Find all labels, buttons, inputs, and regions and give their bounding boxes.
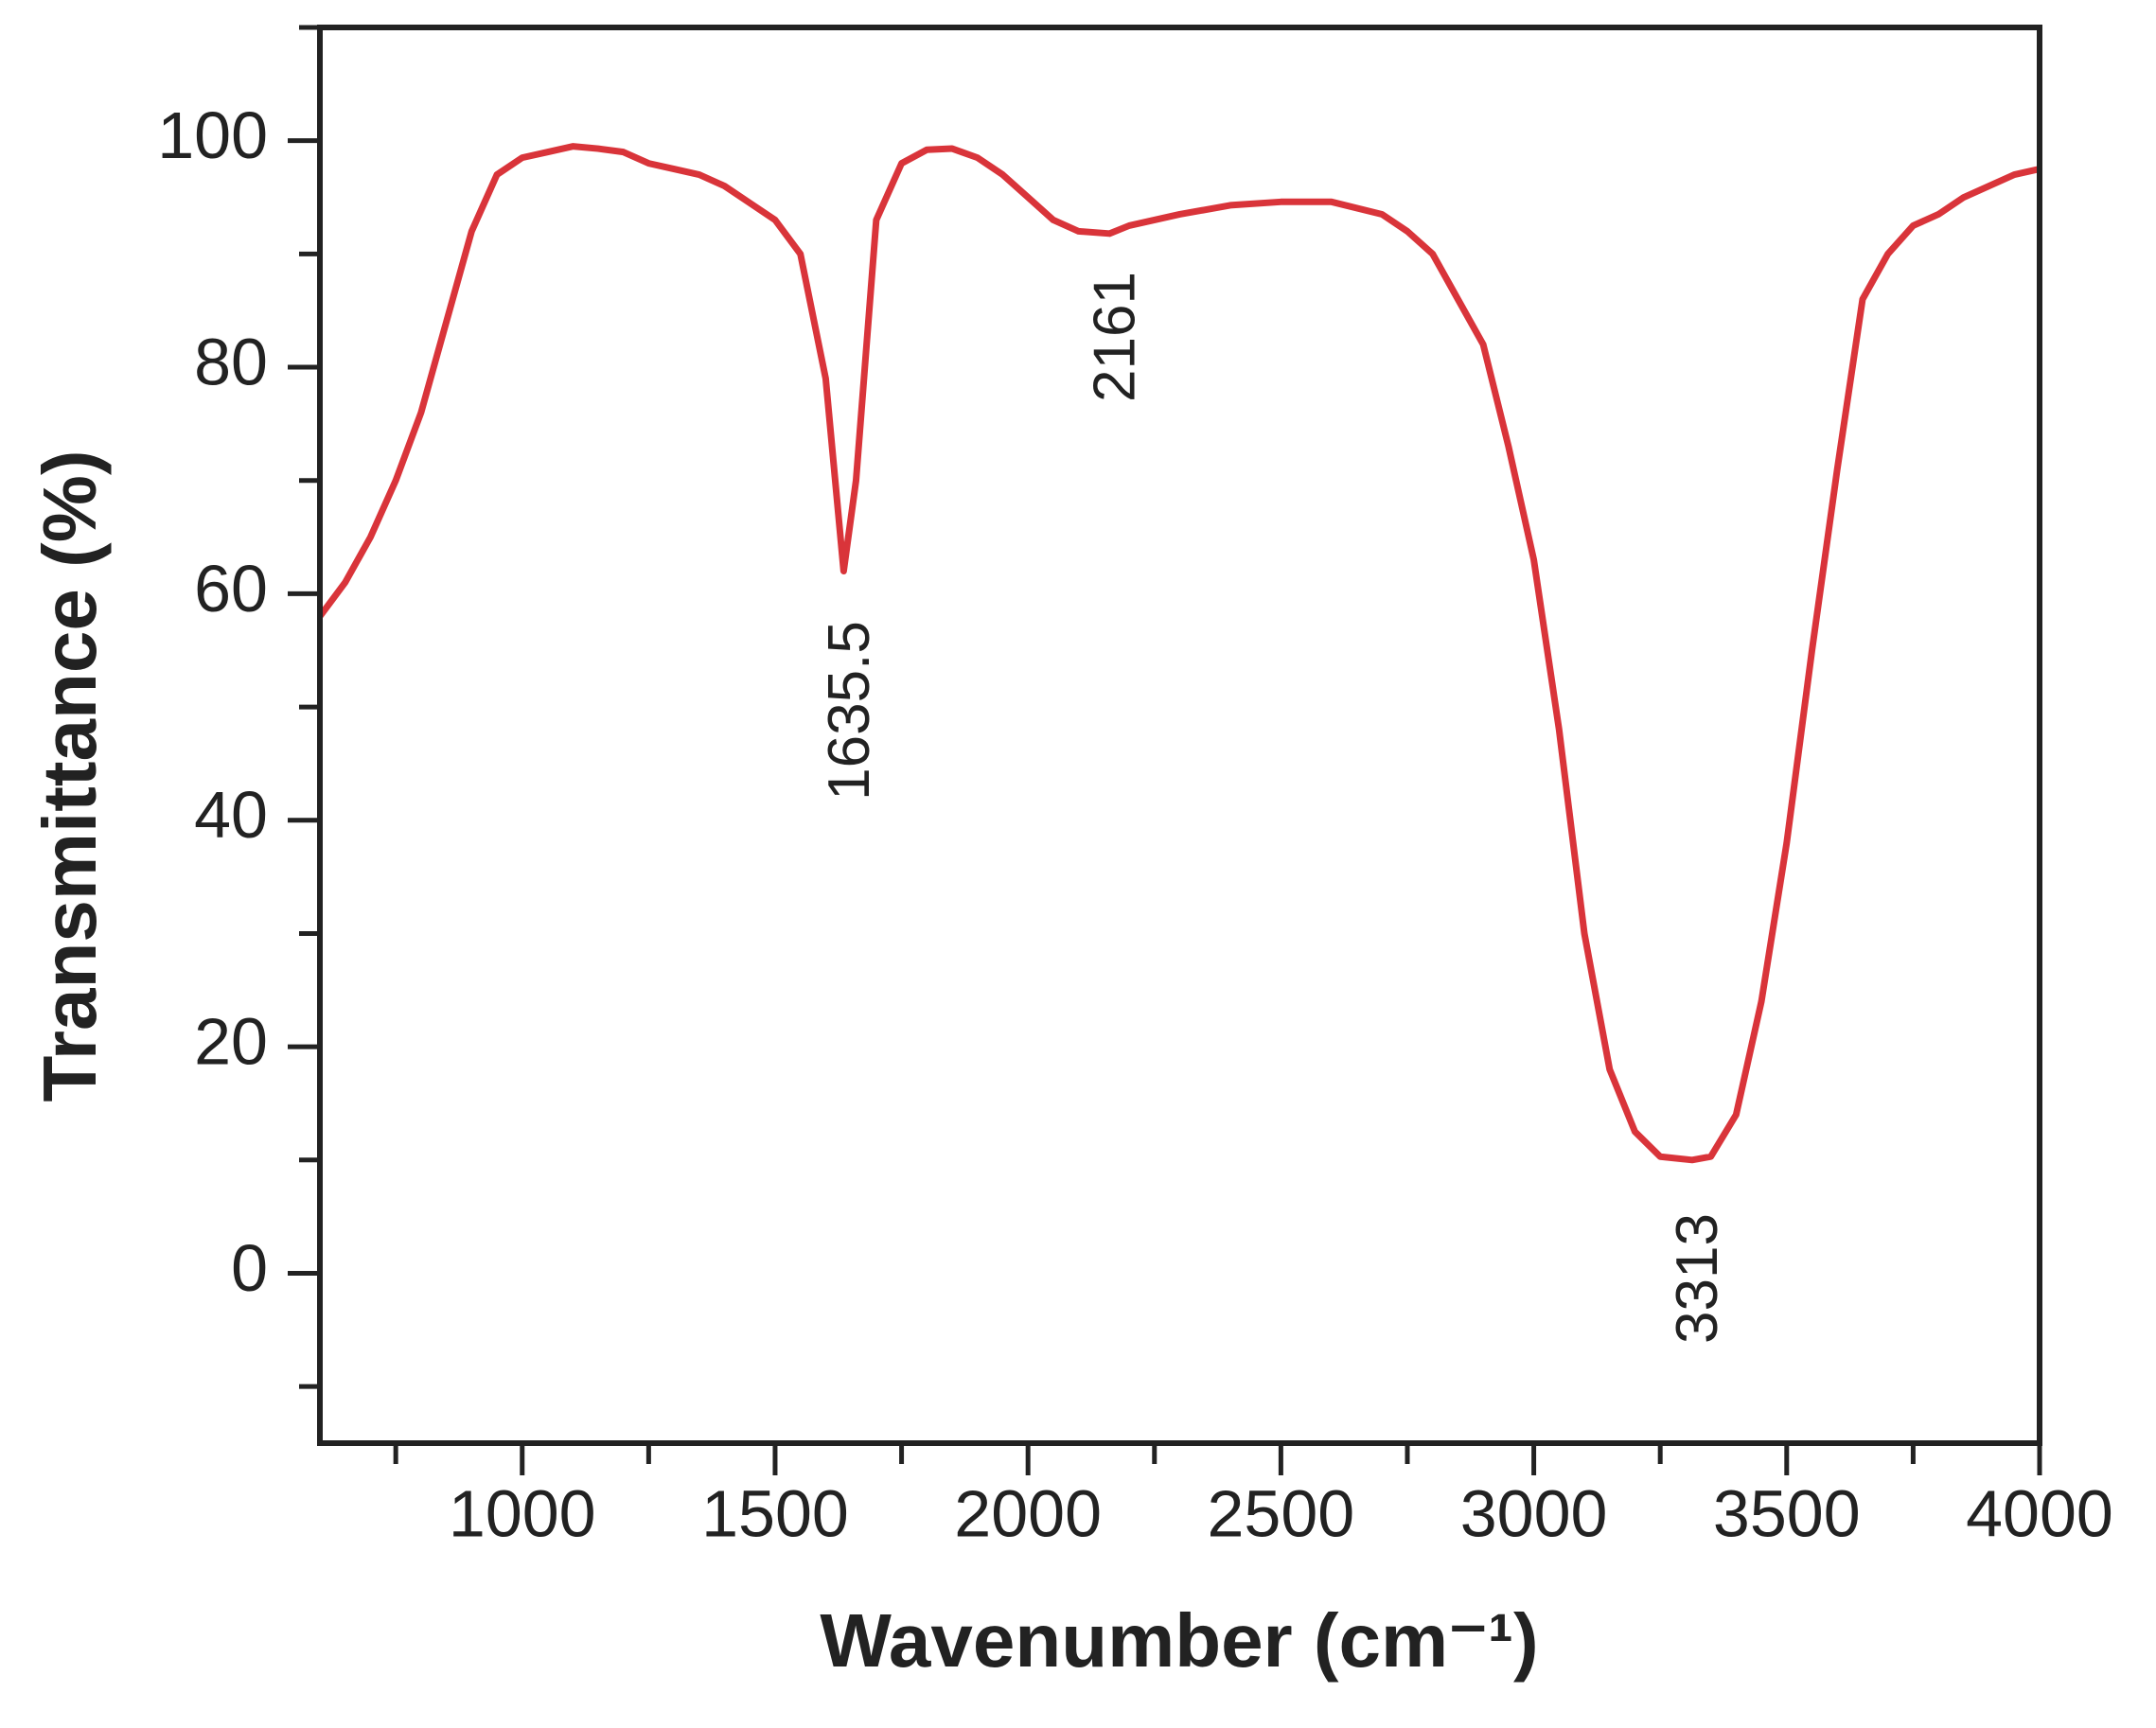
- x-tick-label: 1500: [701, 1476, 849, 1550]
- x-tick-label: 2500: [1208, 1476, 1355, 1550]
- spectrum-line: [317, 143, 2041, 1164]
- x-tick-label: 2000: [954, 1476, 1102, 1550]
- x-tick-label: 3000: [1460, 1476, 1608, 1550]
- x-tick-label: 4000: [1966, 1476, 2113, 1550]
- y-axis-label: Transmittance (%): [27, 450, 112, 1102]
- x-tick-label: 1000: [449, 1476, 596, 1550]
- x-tick-label: 3500: [1713, 1476, 1861, 1550]
- y-tick-label: 80: [194, 326, 268, 399]
- peak-annotation: 1635.5: [817, 621, 882, 801]
- y-tick-label: 100: [157, 98, 268, 172]
- y-tick-label: 20: [194, 1005, 268, 1079]
- peak-annotation: 2161: [1083, 272, 1148, 402]
- plot-frame: [317, 25, 2042, 1446]
- y-tick-label: 60: [194, 552, 268, 626]
- peak-annotation: 3313: [1665, 1213, 1730, 1344]
- y-tick-label: 40: [194, 778, 268, 852]
- x-axis-label: Wavenumber (cm⁻¹): [820, 1598, 1538, 1683]
- y-tick-label: 0: [231, 1231, 268, 1305]
